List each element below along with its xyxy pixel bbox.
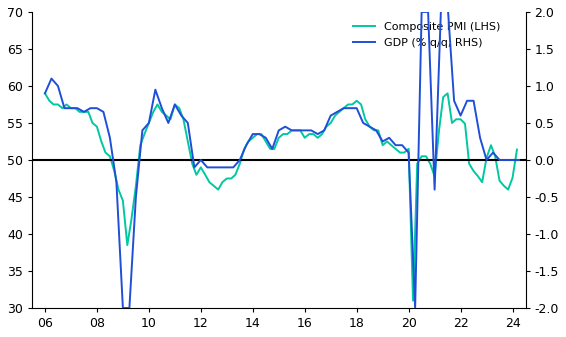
GDP (% q/q, RHS) bbox=[438, 2, 444, 6]
GDP (% q/q, RHS) bbox=[41, 91, 48, 95]
Line: Composite PMI (LHS): Composite PMI (LHS) bbox=[45, 93, 517, 301]
GDP (% q/q, RHS) bbox=[483, 158, 490, 162]
Composite PMI (LHS) bbox=[410, 299, 417, 303]
Legend: Composite PMI (LHS), GDP (% q/q, RHS): Composite PMI (LHS), GDP (% q/q, RHS) bbox=[349, 18, 505, 52]
Composite PMI (LHS) bbox=[505, 188, 512, 192]
GDP (% q/q, RHS) bbox=[308, 128, 315, 132]
Composite PMI (LHS) bbox=[258, 132, 265, 136]
GDP (% q/q, RHS) bbox=[516, 158, 522, 162]
GDP (% q/q, RHS) bbox=[152, 88, 158, 92]
GDP (% q/q, RHS) bbox=[314, 132, 321, 136]
Composite PMI (LHS) bbox=[41, 91, 48, 95]
Line: GDP (% q/q, RHS): GDP (% q/q, RHS) bbox=[45, 4, 519, 308]
GDP (% q/q, RHS) bbox=[119, 306, 126, 310]
Composite PMI (LHS) bbox=[513, 148, 520, 152]
GDP (% q/q, RHS) bbox=[145, 121, 152, 125]
Composite PMI (LHS) bbox=[180, 117, 187, 121]
Composite PMI (LHS) bbox=[271, 147, 278, 151]
Composite PMI (LHS) bbox=[487, 143, 494, 147]
GDP (% q/q, RHS) bbox=[204, 165, 211, 170]
Composite PMI (LHS) bbox=[375, 128, 381, 132]
